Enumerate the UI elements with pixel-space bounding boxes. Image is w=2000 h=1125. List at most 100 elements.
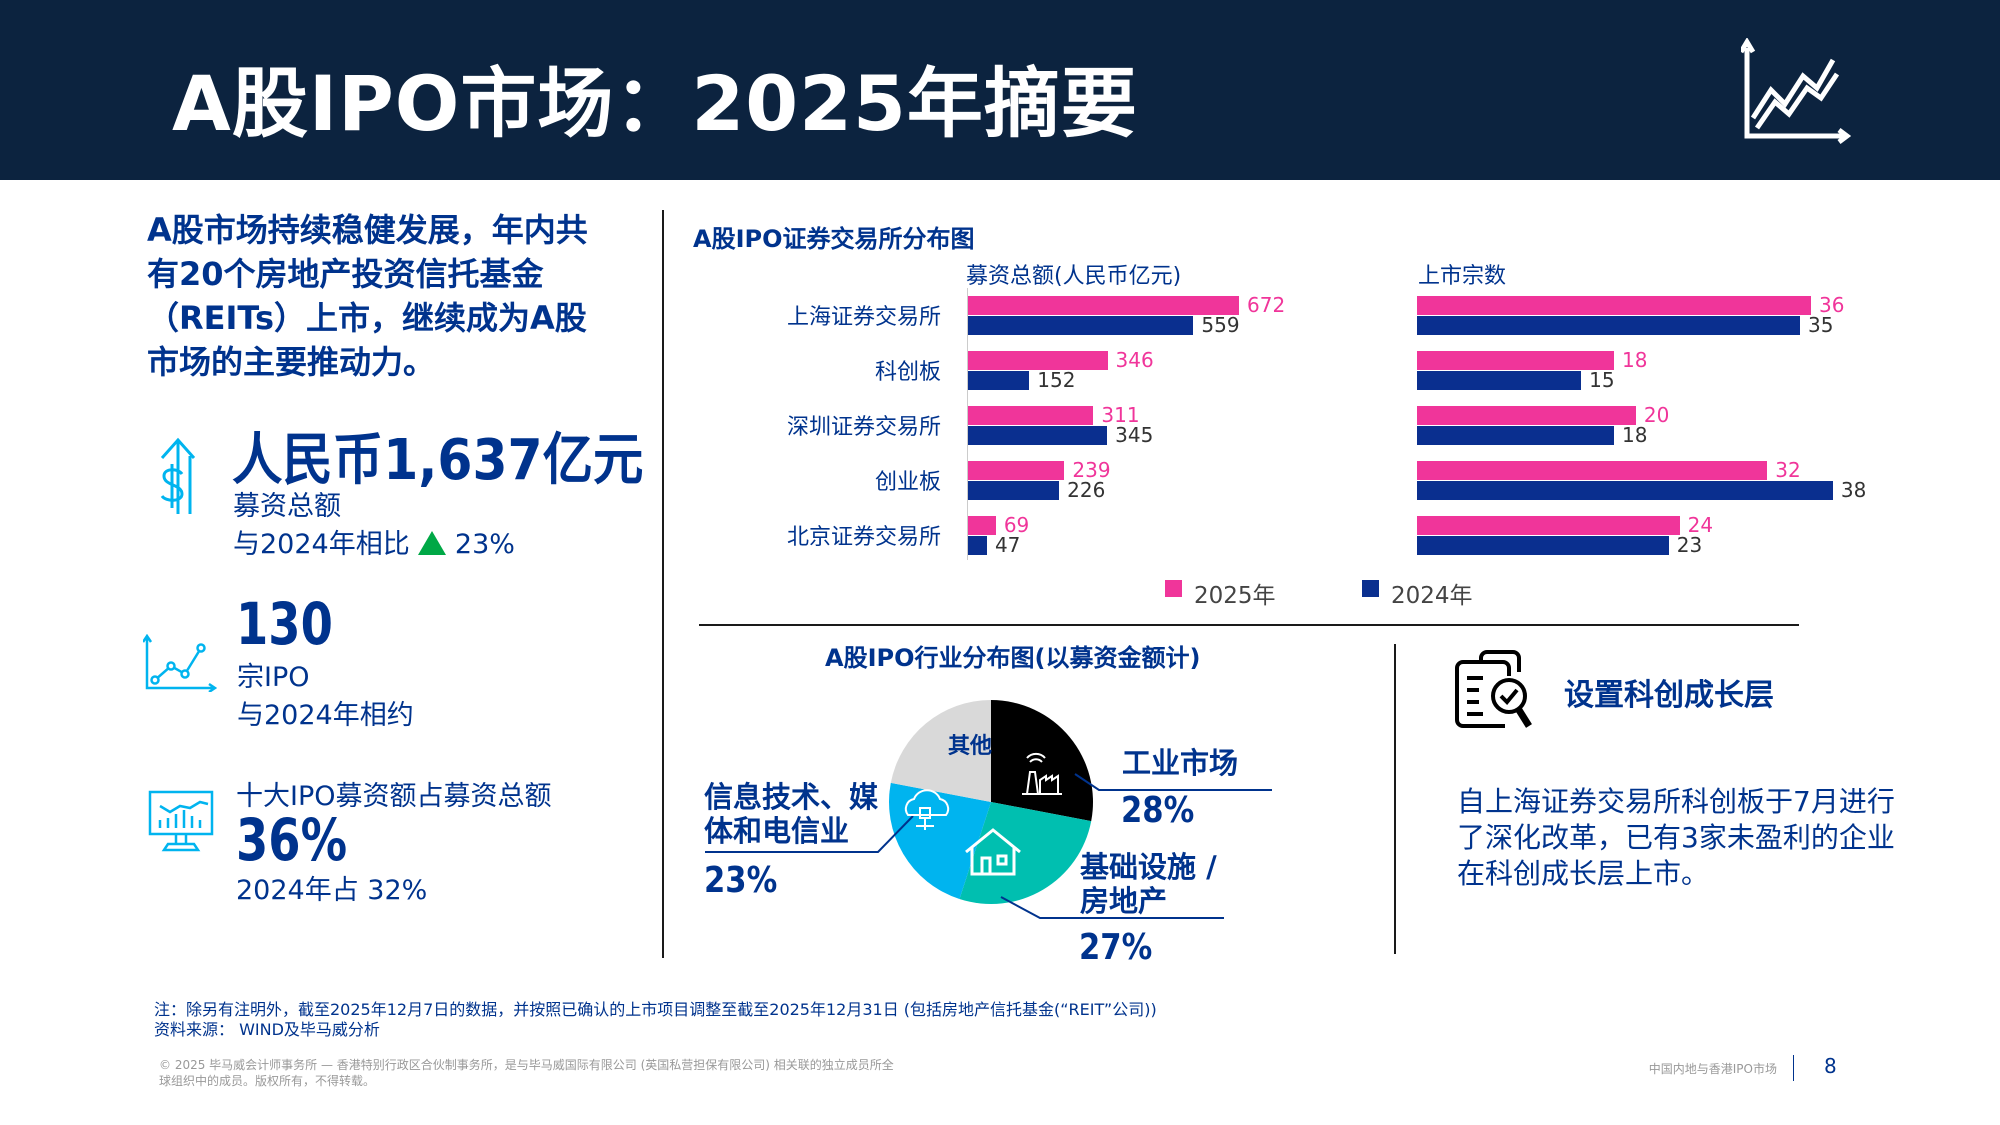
- bar-value: 15: [1589, 368, 1615, 392]
- bar-2025: [1417, 351, 1614, 370]
- bar-value: 239: [1072, 458, 1111, 482]
- top10-label: 十大IPO募资额占募资总额: [236, 781, 552, 812]
- trend-chart-icon: [1741, 38, 1851, 144]
- category-label: 深圳证券交易所: [786, 415, 941, 440]
- right-panel-title: 设置科创成长层: [1564, 678, 1774, 713]
- category-label: 科创板: [874, 360, 941, 385]
- funds-raised-value: 人民币1,637亿元: [232, 428, 644, 493]
- bar-value: 311: [1101, 403, 1140, 427]
- ipo-count-compare: 与2024年相约: [237, 700, 414, 731]
- footer-separator: [1793, 1055, 1794, 1081]
- right-divider: [1394, 644, 1396, 954]
- bar-2025: [1417, 406, 1636, 425]
- pie-label-infra: 基础设施 / 房地产: [1080, 850, 1217, 918]
- lead-text: A股市场持续稳健发展，年内共有20个房地产投资信托基金（REITs）上市，继续成…: [147, 211, 588, 381]
- bar-value: 20: [1643, 403, 1670, 427]
- category-label: 北京证券交易所: [786, 525, 941, 550]
- factory-icon: [1022, 752, 1062, 795]
- pie-pct-infra: 27%: [1079, 927, 1153, 968]
- bar-value: 47: [994, 533, 1021, 557]
- bar-2024: [1417, 536, 1669, 555]
- bar-2024: [1417, 481, 1833, 500]
- page-number: 8: [1824, 1054, 1837, 1078]
- pie-pct-it: 23%: [704, 860, 778, 901]
- bar-value: 152: [1037, 368, 1076, 392]
- pie-slice: [889, 782, 991, 900]
- header-bar: [0, 0, 2000, 180]
- bar-2024: [1417, 426, 1614, 445]
- up-triangle-icon: [418, 531, 447, 555]
- funds-raised-label: 募资总额: [233, 491, 341, 522]
- line-chart-icon: [143, 634, 217, 692]
- it-leader-line: [705, 815, 914, 853]
- pie-slice: [959, 802, 1092, 905]
- pie-label-industrial: 工业市场: [1122, 746, 1239, 780]
- infra-leader-line: [1000, 896, 1224, 919]
- bar-2025: [968, 296, 1239, 315]
- bar-2024: [968, 371, 1030, 390]
- house-icon: [965, 828, 1021, 876]
- bar-value: 559: [1201, 313, 1240, 337]
- bar-2025: [1417, 296, 1811, 315]
- bar-2024: [968, 316, 1194, 335]
- legend-2024-label: 2024年: [1391, 583, 1473, 609]
- bar-chart-title: A股IPO证券交易所分布图: [693, 225, 975, 253]
- category-label: 创业板: [874, 470, 941, 495]
- section-divider: [699, 624, 1799, 626]
- ipo-count-label: 宗IPO: [237, 662, 310, 693]
- bar-value: 18: [1622, 348, 1648, 372]
- legend-2024-swatch: [1362, 580, 1379, 597]
- bar-value: 69: [1003, 513, 1030, 537]
- legend-2025-swatch: [1165, 580, 1182, 597]
- bar-value: 38: [1840, 478, 1867, 502]
- bar-value: 24: [1687, 513, 1714, 537]
- bar-value: 345: [1115, 423, 1154, 447]
- pie-slice: [991, 700, 1093, 822]
- page-title: A股IPO市场：2025年摘要: [172, 59, 1138, 148]
- pie-label-it: 信息技术、媒体和电信业: [704, 780, 879, 848]
- footnote: 注：除另有注明外，截至2025年12月7日的数据，并按照已确认的上市项目调整至截…: [154, 1000, 1157, 1019]
- bar-2024: [968, 536, 987, 555]
- top10-value: 36%: [236, 806, 348, 874]
- bar-value: 35: [1808, 313, 1834, 337]
- bar-value: 18: [1622, 423, 1648, 447]
- funds-panel-title: 募资总额(人民币亿元): [966, 264, 1182, 289]
- bar-2025: [968, 461, 1065, 480]
- source-note: 资料来源： WIND及毕马威分析: [154, 1020, 380, 1039]
- bar-value: 36: [1819, 293, 1845, 317]
- dollar-up-icon: [160, 437, 196, 514]
- monitor-chart-icon: [148, 790, 214, 852]
- bar-value: 672: [1247, 293, 1286, 317]
- ipo-count-value: 130: [236, 590, 333, 658]
- bar-value: 346: [1115, 348, 1154, 372]
- bar-2025: [968, 516, 996, 535]
- pie-label-other: 其他: [948, 734, 993, 759]
- bar-2025: [968, 351, 1108, 370]
- bar-axis: [967, 288, 968, 560]
- bar-value: 23: [1676, 533, 1703, 557]
- pie-chart-title: A股IPO行业分布图(以募资金额计): [825, 644, 1201, 672]
- count-panel-title: 上市宗数: [1418, 264, 1507, 289]
- bar-2024: [1417, 371, 1582, 390]
- column-divider: [662, 210, 664, 958]
- bar-value: 32: [1775, 458, 1801, 482]
- category-label: 上海证券交易所: [786, 305, 941, 330]
- bar-2025: [1417, 516, 1680, 535]
- bar-value: 226: [1067, 478, 1106, 502]
- industrial-leader-line: [1074, 773, 1272, 791]
- document-check-icon: [1455, 650, 1532, 728]
- bar-2025: [968, 406, 1094, 425]
- legend-2025-label: 2025年: [1194, 583, 1276, 609]
- bar-2024: [1417, 316, 1801, 335]
- bar-2024: [968, 426, 1108, 445]
- footer-section: 中国内地与香港IPO市场: [1648, 1062, 1777, 1076]
- pie-slice: [890, 700, 991, 802]
- pie-pct-industrial: 28%: [1121, 790, 1195, 831]
- copyright-line-2: 球组织中的成员。版权所有，不得转载。: [159, 1074, 376, 1088]
- compare-text: 与2024年相比: [233, 529, 410, 560]
- top10-compare: 2024年占 32%: [236, 875, 428, 906]
- cloud-circuit-icon: [904, 789, 950, 830]
- right-panel-body: 自上海证券交易所科创板于7月进行了深化改革，已有3家未盈利的企业在科创成长层上市…: [1457, 785, 1895, 890]
- change-percent: 23%: [454, 529, 515, 560]
